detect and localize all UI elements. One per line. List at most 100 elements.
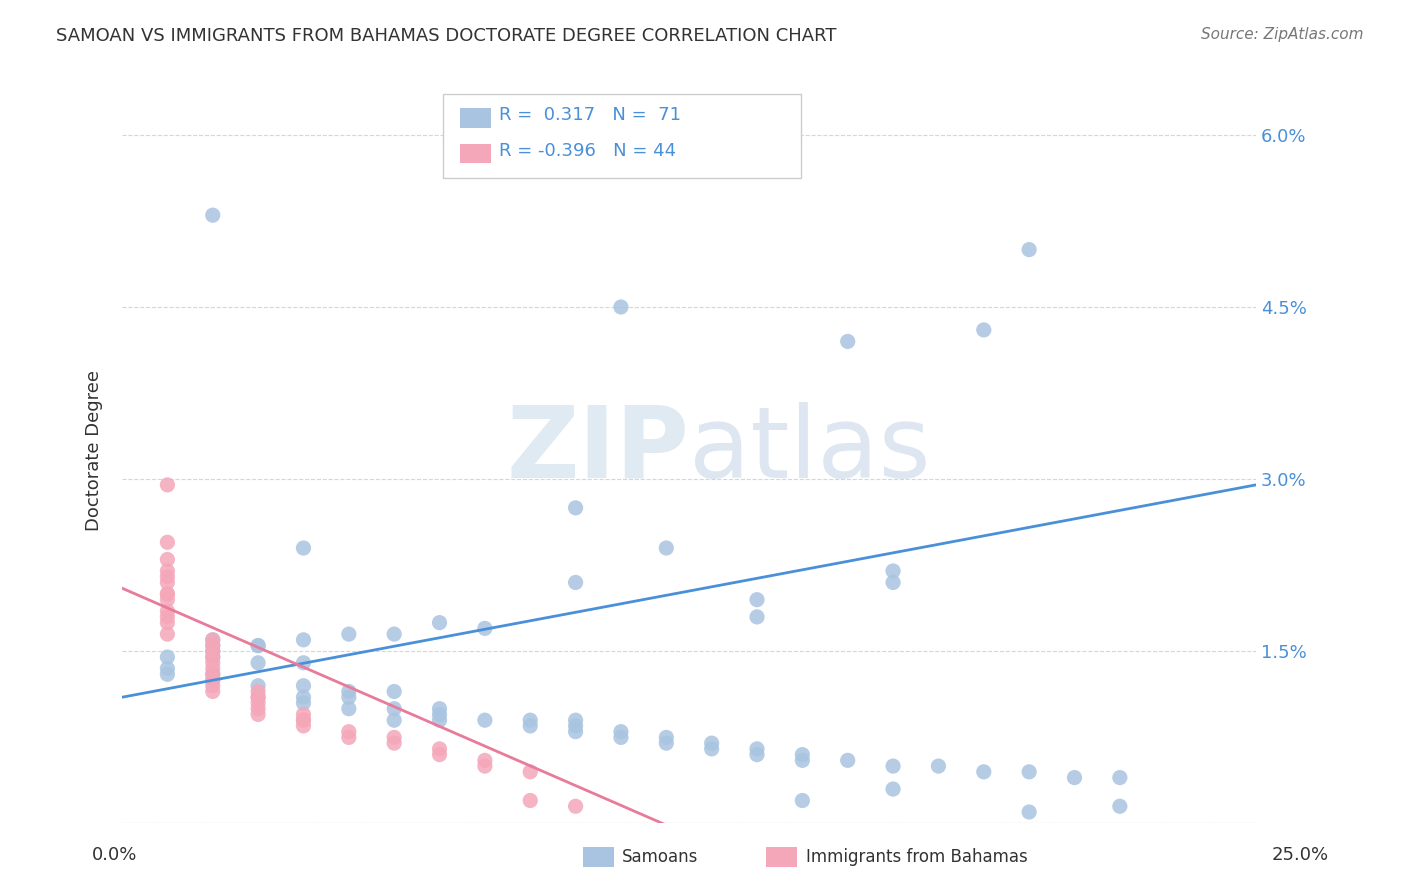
Text: Samoans: Samoans <box>621 848 697 866</box>
Point <box>519 793 541 807</box>
Point <box>201 684 224 698</box>
Text: Immigrants from Bahamas: Immigrants from Bahamas <box>806 848 1028 866</box>
Point <box>337 684 360 698</box>
Point <box>382 713 405 727</box>
Point <box>201 667 224 681</box>
Point <box>610 724 633 739</box>
Point <box>156 627 179 641</box>
Point <box>292 632 315 647</box>
Text: 0.0%: 0.0% <box>91 846 136 863</box>
Point <box>201 656 224 670</box>
Point <box>292 696 315 710</box>
Point <box>745 747 768 762</box>
Point <box>382 627 405 641</box>
Point <box>201 679 224 693</box>
Point <box>655 731 678 745</box>
Point <box>156 564 179 578</box>
Point <box>337 731 360 745</box>
Point <box>337 690 360 705</box>
Point <box>837 753 859 767</box>
Point <box>1018 764 1040 779</box>
Point <box>247 696 270 710</box>
Point <box>429 707 451 722</box>
Point <box>382 736 405 750</box>
Point <box>882 564 904 578</box>
Point <box>247 684 270 698</box>
Point <box>156 604 179 618</box>
Text: R =  0.317   N =  71: R = 0.317 N = 71 <box>499 106 681 124</box>
Point <box>156 570 179 584</box>
Point <box>156 535 179 549</box>
Point <box>564 575 586 590</box>
Point <box>156 552 179 566</box>
Text: atlas: atlas <box>689 402 931 499</box>
Point <box>292 679 315 693</box>
Point <box>201 650 224 665</box>
Point <box>474 759 496 773</box>
Point <box>247 656 270 670</box>
Point <box>474 753 496 767</box>
Text: Source: ZipAtlas.com: Source: ZipAtlas.com <box>1201 27 1364 42</box>
Point <box>292 707 315 722</box>
Point <box>519 719 541 733</box>
Text: SAMOAN VS IMMIGRANTS FROM BAHAMAS DOCTORATE DEGREE CORRELATION CHART: SAMOAN VS IMMIGRANTS FROM BAHAMAS DOCTOR… <box>56 27 837 45</box>
Point <box>201 644 224 658</box>
Point <box>201 673 224 687</box>
Point <box>201 667 224 681</box>
Point <box>247 639 270 653</box>
Point <box>610 300 633 314</box>
Point <box>564 799 586 814</box>
Point <box>745 742 768 756</box>
Point <box>247 690 270 705</box>
Point <box>337 627 360 641</box>
Point <box>156 478 179 492</box>
Point <box>156 661 179 675</box>
Point <box>201 644 224 658</box>
Point <box>382 731 405 745</box>
Point <box>201 632 224 647</box>
Point <box>655 736 678 750</box>
Point <box>156 575 179 590</box>
Point <box>792 753 814 767</box>
Point <box>564 719 586 733</box>
Point <box>429 615 451 630</box>
Point <box>927 759 949 773</box>
Point <box>247 690 270 705</box>
Point <box>156 650 179 665</box>
Point <box>792 747 814 762</box>
Point <box>201 661 224 675</box>
Point <box>247 702 270 716</box>
Point <box>564 724 586 739</box>
Point <box>292 713 315 727</box>
Point <box>292 713 315 727</box>
Point <box>745 592 768 607</box>
Point <box>519 764 541 779</box>
Point <box>700 742 723 756</box>
Point <box>337 724 360 739</box>
Point <box>1018 243 1040 257</box>
Point <box>247 639 270 653</box>
Point <box>429 702 451 716</box>
Point <box>156 587 179 601</box>
Point <box>156 610 179 624</box>
Point <box>1108 799 1130 814</box>
Point <box>519 713 541 727</box>
Point <box>382 684 405 698</box>
Point <box>201 639 224 653</box>
Point <box>564 713 586 727</box>
Point <box>382 702 405 716</box>
Point <box>882 759 904 773</box>
Point <box>564 500 586 515</box>
Point <box>700 736 723 750</box>
Point <box>201 673 224 687</box>
Point <box>655 541 678 555</box>
Point <box>837 334 859 349</box>
Point <box>247 707 270 722</box>
Point <box>156 615 179 630</box>
Point <box>201 208 224 222</box>
Point <box>1108 771 1130 785</box>
Text: R = -0.396   N = 44: R = -0.396 N = 44 <box>499 142 676 160</box>
Point <box>1018 805 1040 819</box>
Point <box>792 793 814 807</box>
Point <box>201 639 224 653</box>
